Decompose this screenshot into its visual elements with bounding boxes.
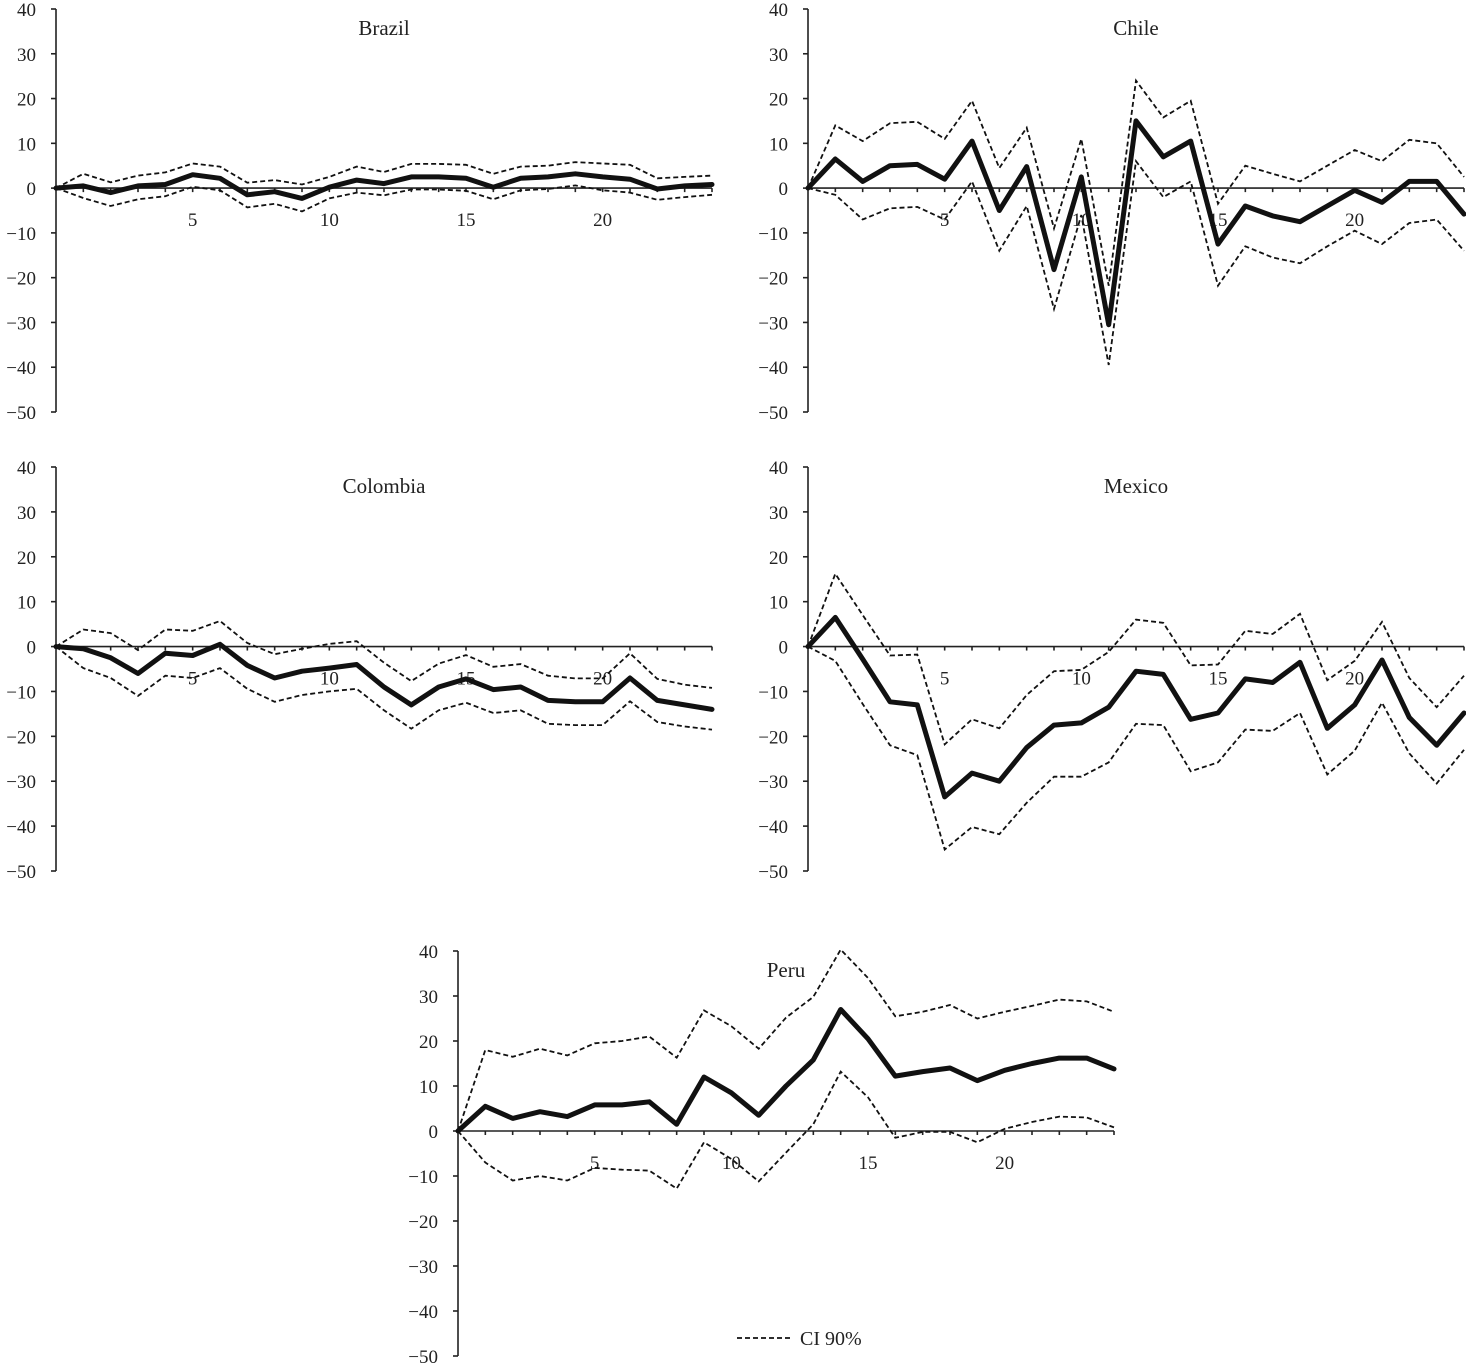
colombia-panel-title: Colombia (343, 474, 427, 498)
mexico-estimate-line (805, 614, 1466, 800)
chile-ci-lower-line (807, 158, 1465, 366)
peru-y-tick-label: −40 (408, 1302, 438, 1323)
peru-y-tick-label: 30 (419, 987, 438, 1008)
chile-y-tick-label: 30 (769, 45, 788, 66)
colombia-estimate-line (53, 641, 715, 712)
mexico-ci-upper-line (807, 571, 1465, 747)
colombia-y-tick-label: 40 (17, 458, 36, 479)
brazil-x-tick-label: 10 (320, 210, 339, 231)
chile-y-tick-label: −20 (758, 269, 788, 290)
peru-x-tick-label: 5 (590, 1153, 600, 1174)
colombia-ci-upper-line (55, 619, 713, 689)
peru-x-tick-label: 20 (995, 1153, 1014, 1174)
chile-y-tick-label: 10 (769, 134, 788, 155)
peru-y-tick-label: −20 (408, 1212, 438, 1233)
mexico-y-tick-label: −50 (758, 862, 788, 883)
peru-y-tick-label: −50 (408, 1347, 438, 1365)
chile-y-tick-label: −30 (758, 313, 788, 334)
peru-ci-lower-line (457, 1070, 1115, 1190)
colombia-y-tick-label: −40 (6, 817, 36, 838)
mexico-y-tick-label: −30 (758, 772, 788, 793)
mexico-x-tick-label: 20 (1345, 669, 1364, 690)
brazil-y-tick-label: −40 (6, 358, 36, 379)
panel-peru: 40 30 20 10 0 −10 −20 −30 −40 −50 5 10 15 20 Peru (408, 942, 1117, 1365)
colombia-y-tick-label: −20 (6, 727, 36, 748)
mexico-y-tick-label: 40 (769, 458, 788, 479)
colombia-y-tick-label: 20 (17, 548, 36, 569)
peru-y-tick-label: −10 (408, 1167, 438, 1188)
brazil-y-tick-label: 0 (27, 179, 37, 200)
mexico-y-tick-label: −20 (758, 727, 788, 748)
peru-y-tick-label: −30 (408, 1257, 438, 1278)
mexico-y-tick-label: 20 (769, 548, 788, 569)
colombia-x-tick-label: 10 (320, 669, 339, 690)
mexico-y-tick-label: 10 (769, 593, 788, 614)
peru-x-tick-label: 15 (859, 1153, 878, 1174)
brazil-y-tick-label: 20 (17, 90, 36, 111)
mexico-y-tick-label: 30 (769, 503, 788, 524)
peru-panel-title: Peru (767, 958, 806, 982)
chile-estimate-line (805, 118, 1466, 328)
mexico-ci-lower-line (807, 645, 1465, 852)
brazil-x-tick-label: 15 (457, 210, 476, 231)
panel-brazil: 40 30 20 10 0 −10 −20 −30 −40 −50 5 10 15 20 Brazil (6, 0, 715, 424)
peru-x-tick-label: 10 (722, 1153, 741, 1174)
peru-estimate-line (455, 1007, 1117, 1134)
mexico-panel-title: Mexico (1104, 474, 1168, 498)
brazil-y-tick-label: −50 (6, 403, 36, 424)
brazil-estimate-line (53, 171, 715, 201)
chile-panel-title: Chile (1113, 16, 1159, 40)
colombia-y-tick-label: −30 (6, 772, 36, 793)
brazil-panel-title: Brazil (358, 16, 409, 40)
chile-y-tick-label: −10 (758, 224, 788, 245)
colombia-y-tick-label: 10 (17, 593, 36, 614)
mexico-x-tick-label: 10 (1072, 669, 1091, 690)
peru-y-tick-label: 20 (419, 1032, 438, 1053)
brazil-ci-lower-line (55, 184, 713, 213)
chile-ci-upper-line (807, 78, 1465, 286)
peru-y-tick-label: 10 (419, 1077, 438, 1098)
colombia-x-tick-label: 5 (188, 669, 198, 690)
mexico-y-tick-label: 0 (779, 638, 789, 659)
colombia-y-tick-label: 0 (27, 638, 37, 659)
brazil-y-tick-label: 10 (17, 134, 36, 155)
mexico-x-tick-label: 15 (1209, 669, 1228, 690)
colombia-y-tick-label: 30 (17, 503, 36, 524)
legend-label: CI 90% (800, 1328, 862, 1350)
peru-ci-upper-line (457, 948, 1115, 1132)
colombia-ci-lower-line (55, 645, 713, 731)
brazil-y-tick-label: 40 (17, 0, 36, 21)
brazil-y-tick-label: 30 (17, 45, 36, 66)
legend: CI 90% (737, 1328, 862, 1350)
chile-x-tick-label: 5 (940, 210, 950, 231)
peru-y-tick-label: 40 (419, 942, 438, 963)
colombia-y-tick-label: −10 (6, 682, 36, 703)
chile-y-tick-label: 0 (779, 179, 789, 200)
brazil-y-tick-label: −10 (6, 224, 36, 245)
peru-y-tick-label: 0 (429, 1122, 439, 1143)
chile-y-tick-label: 20 (769, 90, 788, 111)
brazil-ci-upper-line (55, 161, 713, 189)
brazil-x-tick-label: 5 (188, 210, 198, 231)
mexico-y-tick-label: −40 (758, 817, 788, 838)
colombia-y-tick-label: −50 (6, 862, 36, 883)
brazil-y-tick-label: −30 (6, 313, 36, 334)
mexico-x-tick-label: 5 (940, 669, 950, 690)
chile-y-tick-label: −50 (758, 403, 788, 424)
chile-y-tick-label: 40 (769, 0, 788, 21)
brazil-y-tick-label: −20 (6, 269, 36, 290)
panel-mexico: 40 30 20 10 0 −10 −20 −30 −40 −50 5 10 15 20 Mexico (758, 458, 1466, 883)
brazil-x-tick-label: 20 (593, 210, 612, 231)
chile-x-tick-label: 20 (1345, 210, 1364, 231)
mexico-y-tick-label: −10 (758, 682, 788, 703)
chile-y-tick-label: −40 (758, 358, 788, 379)
